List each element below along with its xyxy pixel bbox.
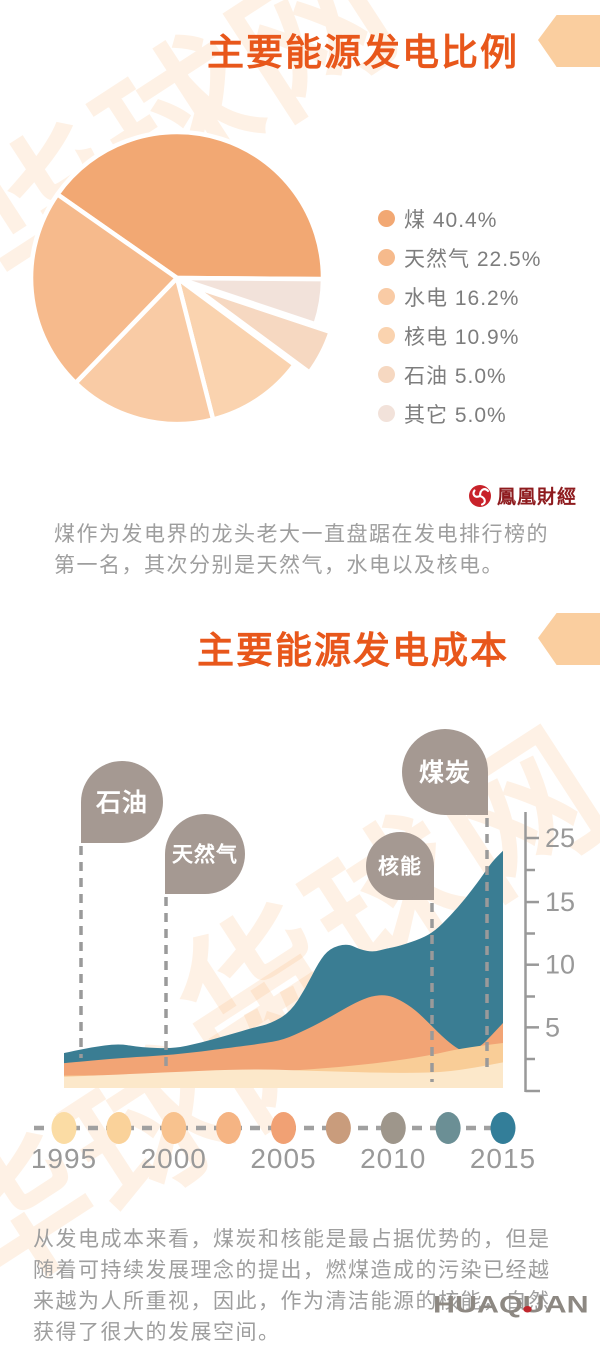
section2-title: 主要能源发电成本 [197,630,509,671]
legend-dot [378,249,395,266]
phoenix-swirl-icon [469,484,491,507]
timeline-dot-2010 [380,1112,406,1144]
legend-dot [378,210,395,227]
legend-item: 水电 16.2% [378,277,541,316]
legend-label: 其它 5.0% [404,403,507,427]
annotation-label: 石油 [95,789,148,817]
legend-item: 天然气 22.5% [378,238,541,277]
annotation-bubble-天然气: 天然气 [165,814,245,894]
annotation-label: 天然气 [172,842,238,866]
y-tick-label: 10 [545,950,575,980]
text-line: 随着可持续发展理念的提出，燃煤造成的污染已经越 [33,1259,551,1282]
pie-chart [28,129,333,427]
text-line: 煤作为发电界的龙头老大一直盘踞在发电排行榜的 [54,523,549,546]
pie-slice-其它 [174,275,326,327]
text-line: 来越为人所重视，因此，作为清洁能源的核能，自然 [33,1290,551,1313]
legend-item: 核电 10.9% [378,316,541,355]
timeline-dot-1997.5 [106,1112,132,1144]
legend-dot [378,327,395,344]
x-tick-label: 2005 [250,1143,316,1174]
pie-legend: 煤 40.4% 天然气 22.5% 水电 16.2% 核电 10.9% 石油 5… [378,199,541,433]
x-tick-label: 2010 [360,1143,426,1174]
legend-item: 其它 5.0% [378,394,541,433]
y-tick-label: 25 [545,823,575,853]
area-series-石油 [64,1062,503,1088]
legend-item: 煤 40.4% [378,199,541,238]
timeline-dot-2015 [490,1112,516,1144]
y-tick-label: 15 [545,887,575,917]
legend-dot [378,366,395,383]
timeline-dot-2002.5 [216,1112,242,1144]
legend-label: 石油 5.0% [404,364,507,388]
legend-item: 石油 5.0% [378,355,541,394]
huaquan-red-dot [523,1305,532,1313]
x-tick-label: 2000 [141,1143,207,1174]
annotation-bubble-核能: 核能 [366,832,434,900]
timeline-dot-2005 [271,1112,296,1144]
text-line: 第一名，其次分别是天然气，水电以及核电。 [54,554,504,577]
huaquan-logo: HUAQUAN [433,1292,589,1319]
legend-dot [378,405,395,422]
section1-title: 主要能源发电比例 [207,32,519,73]
pie-slice-石油 [189,283,333,375]
x-tick-label: 1995 [31,1143,97,1174]
annotation-label: 核能 [378,854,422,878]
huaquan-wordmark: HUAQUAN [433,1292,589,1319]
legend-label: 核电 10.9% [404,325,520,349]
y-axis: 25 15 10 5 [524,812,575,1093]
x-tick-label: 2015 [470,1143,536,1174]
timeline-dot-2007.5 [325,1112,351,1144]
pie-slice-煤 [55,129,326,282]
cost-description: 从发电成本来看，煤炭和核能是最占据优势的，但是 随着可持续发展理念的提出，燃煤造… [33,1224,551,1348]
pie-slice-天然气 [28,192,180,386]
text-line: 从发电成本来看，煤炭和核能是最占据优势的，但是 [33,1228,551,1251]
annotation-bubble-煤炭: 煤炭 [402,729,488,815]
timeline-dot-1995 [51,1112,77,1144]
area-series-group [64,850,503,1088]
legend-label: 煤 40.4% [404,208,498,232]
y-tick-label: 5 [545,1012,560,1042]
legend-label: 水电 16.2% [404,286,520,310]
phoenix-finance-label: 鳳凰財經 [497,487,578,508]
x-axis-timeline: 1995 2000 2005 2010 2015 [31,1112,536,1174]
timeline-dot-2012.5 [435,1112,461,1144]
text-line: 获得了很大的发展空间。 [33,1321,281,1344]
legend-label: 天然气 22.5% [404,247,542,271]
legend-dot [378,288,395,305]
pie-description: 煤作为发电界的龙头老大一直盘踞在发电排行榜的 第一名，其次分别是天然气，水电以及… [54,519,549,581]
annotation-bubble-石油: 石油 [81,761,163,843]
phoenix-finance-logo: 鳳凰財經 [468,482,577,509]
timeline-dot-2000 [161,1112,187,1144]
annotation-label: 煤炭 [419,758,471,787]
